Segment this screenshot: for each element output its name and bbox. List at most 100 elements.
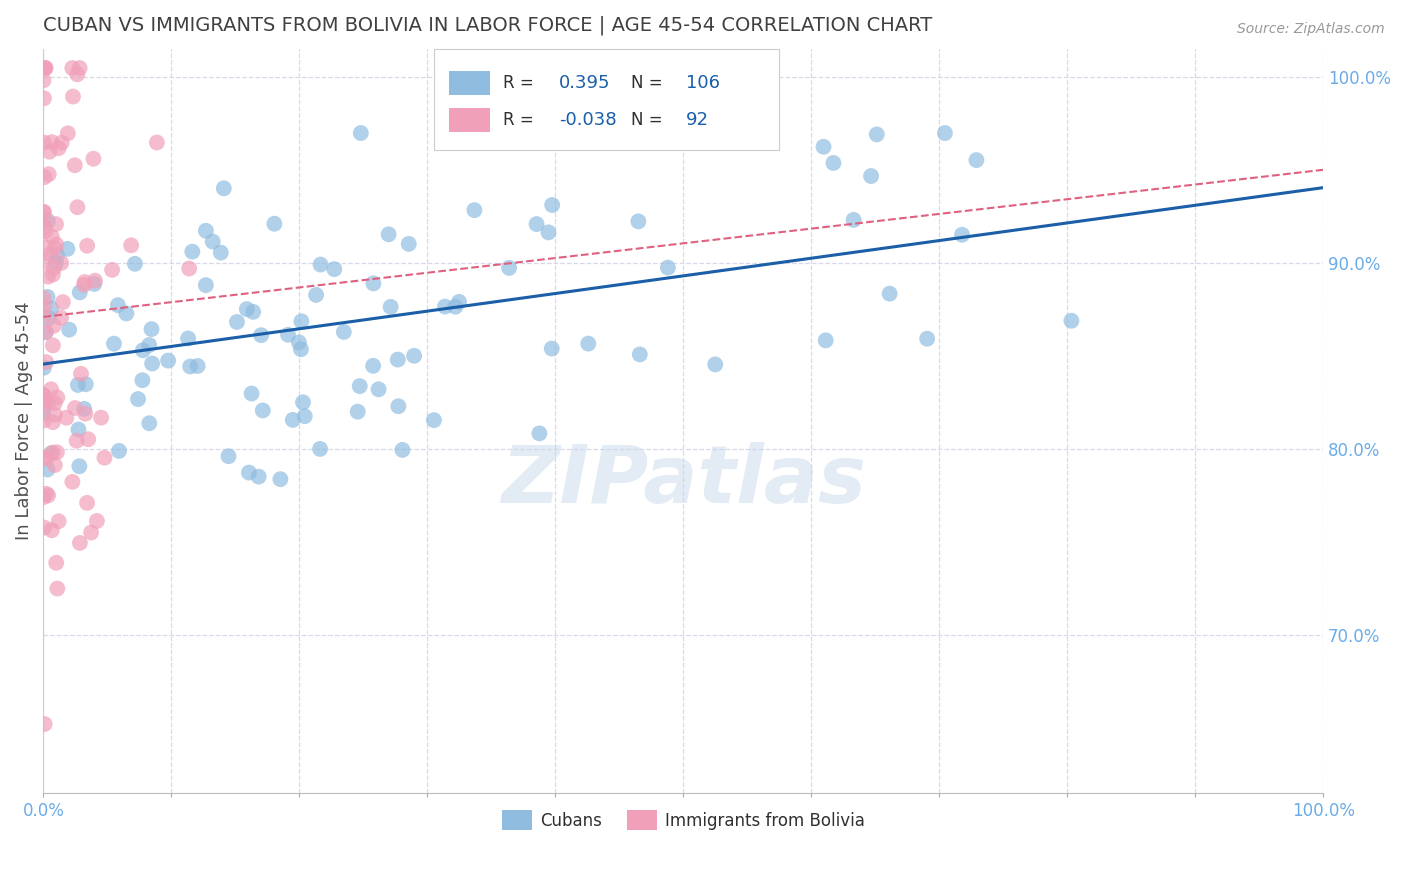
Text: ZIPatlas: ZIPatlas [501, 442, 866, 519]
Point [42, 260, 65, 275]
Point [37, 395, 59, 409]
Point [540, 342, 562, 356]
Text: CUBAN VS IMMIGRANTS FROM BOLIVIA IN LABOR FORCE | AGE 45-54 CORRELATION CHART: CUBAN VS IMMIGRANTS FROM BOLIVIA IN LABO… [44, 15, 932, 35]
Point [37, 462, 59, 476]
Point [363, 277, 385, 291]
Point [32, 291, 55, 305]
Text: N =: N = [631, 111, 668, 129]
Point [32, 490, 55, 504]
Point [194, 278, 217, 293]
Point [32, 450, 55, 465]
Point [32, 388, 55, 402]
Point [218, 449, 240, 463]
Point [291, 395, 314, 409]
Point [269, 472, 291, 486]
Point [146, 136, 169, 150]
Point [157, 353, 180, 368]
Point [34, 325, 56, 339]
Point [277, 327, 299, 342]
Point [107, 298, 129, 312]
Point [380, 300, 402, 314]
Point [34, 170, 56, 185]
Point [69, 285, 91, 300]
Point [463, 203, 485, 218]
Point [138, 417, 160, 431]
Point [39, 382, 62, 396]
Text: 106: 106 [686, 74, 720, 92]
Point [45, 445, 67, 459]
Legend: Cubans, Immigrants from Bolivia: Cubans, Immigrants from Bolivia [495, 804, 872, 837]
Point [45, 237, 67, 252]
Point [44, 408, 66, 422]
Point [433, 300, 456, 314]
Point [60, 475, 83, 489]
Point [32, 61, 55, 75]
Point [42, 268, 65, 282]
Point [37, 290, 59, 304]
Point [93, 450, 115, 465]
Point [35, 240, 58, 254]
Point [346, 405, 368, 419]
Point [60, 61, 83, 75]
Point [46, 248, 69, 262]
Point [860, 169, 883, 183]
Point [37, 269, 59, 284]
Point [131, 373, 153, 387]
Point [45, 556, 67, 570]
Point [423, 413, 446, 427]
Point [934, 126, 956, 140]
Point [32, 309, 55, 323]
Point [627, 214, 650, 228]
Point [537, 226, 560, 240]
Point [657, 260, 679, 275]
Point [866, 128, 889, 142]
Point [35, 451, 58, 466]
Point [49, 310, 72, 325]
Point [34, 219, 56, 234]
Point [138, 338, 160, 352]
Text: R =: R = [503, 111, 538, 129]
Point [44, 396, 66, 410]
Point [62, 89, 84, 103]
Point [181, 244, 204, 259]
Point [41, 301, 63, 316]
Point [66, 434, 89, 448]
Point [526, 217, 548, 231]
FancyBboxPatch shape [449, 71, 491, 95]
Point [44, 458, 66, 472]
Point [56, 126, 79, 140]
Point [529, 426, 551, 441]
Point [704, 358, 727, 372]
Point [76, 238, 98, 252]
Point [398, 236, 420, 251]
Text: N =: N = [631, 74, 668, 92]
Point [32, 211, 55, 225]
Point [823, 156, 845, 170]
Point [309, 442, 332, 456]
Point [32, 360, 55, 375]
Point [141, 322, 163, 336]
Point [35, 355, 58, 369]
Point [80, 525, 103, 540]
Point [48, 514, 70, 528]
Point [240, 386, 263, 401]
Point [39, 247, 62, 261]
FancyBboxPatch shape [449, 108, 491, 132]
Point [333, 325, 356, 339]
Point [35, 487, 58, 501]
Point [127, 392, 149, 406]
Point [32, 73, 55, 87]
Point [209, 245, 232, 260]
Text: R =: R = [503, 74, 538, 92]
Point [201, 235, 224, 249]
Point [349, 379, 371, 393]
Point [73, 401, 96, 416]
Point [387, 399, 409, 413]
Point [46, 391, 69, 405]
Point [236, 302, 259, 317]
Point [83, 277, 105, 291]
Point [90, 410, 112, 425]
Point [187, 359, 209, 373]
Point [76, 496, 98, 510]
Point [55, 410, 77, 425]
